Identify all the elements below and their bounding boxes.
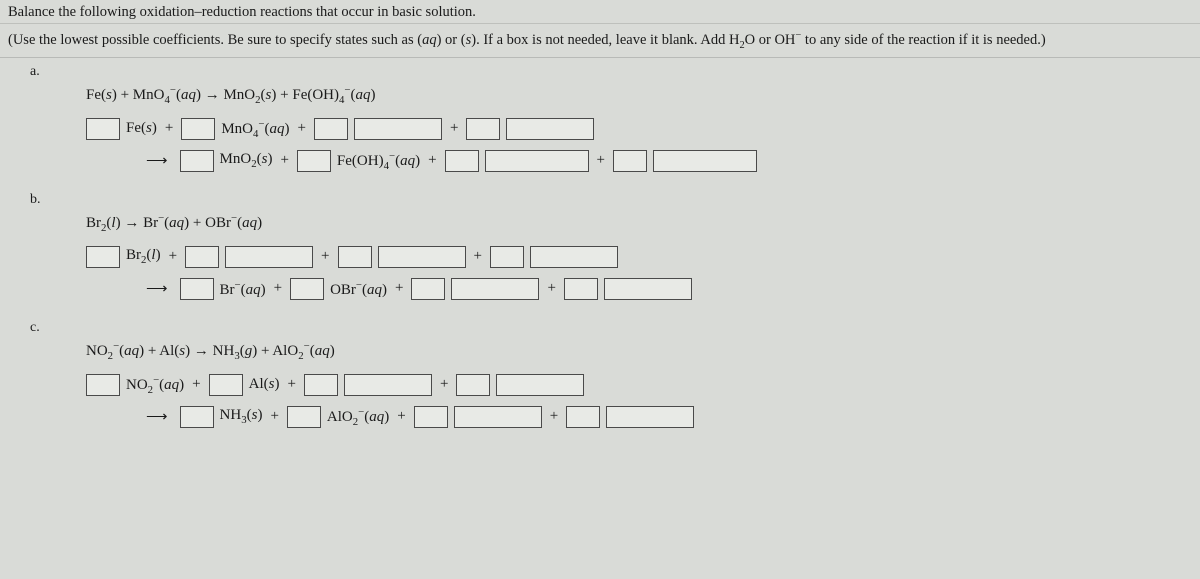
coeff-input[interactable] xyxy=(180,278,214,300)
plus: + xyxy=(295,120,307,137)
text: O or OH xyxy=(745,32,796,48)
plus: + xyxy=(278,152,290,169)
coeff-input[interactable] xyxy=(180,406,214,428)
part-b-label: b. xyxy=(30,192,1200,208)
species-nh3: NH3(s) xyxy=(220,407,263,426)
italic-aq: aq xyxy=(422,32,437,48)
part-b-reactants-row: Br2(l) + + + xyxy=(86,246,1200,268)
part-b-products-row: ⟶ Br−(aq) + OBr−(aq) + + xyxy=(140,278,1200,300)
plus: + xyxy=(319,248,331,265)
species-input[interactable] xyxy=(454,406,542,428)
plus: + xyxy=(426,152,438,169)
text: to any side of the reaction if it is nee… xyxy=(801,32,1045,48)
coeff-input[interactable] xyxy=(86,246,120,268)
arrow-icon: ⟶ xyxy=(140,407,174,426)
part-b-body: Br2(l) → Br−(aq) + OBr−(aq) Br2(l) + + +… xyxy=(30,212,1200,300)
arrow-icon: ⟶ xyxy=(140,151,174,170)
species-br2: Br2(l) xyxy=(126,247,161,266)
br2: Br2(l) → Br−(aq) + OBr−(aq) xyxy=(86,215,262,231)
plus: + xyxy=(472,248,484,265)
coeff-input[interactable] xyxy=(314,118,348,140)
species-input[interactable] xyxy=(606,406,694,428)
part-b-unbalanced: Br2(l) → Br−(aq) + OBr−(aq) xyxy=(86,212,1200,234)
part-c-products-row: ⟶ NH3(s) + AlO2−(aq) + + xyxy=(140,406,1200,428)
worksheet-page: Balance the following oxidation–reductio… xyxy=(0,0,1200,579)
coeff-input[interactable] xyxy=(287,406,321,428)
part-c: c. NO2−(aq) + Al(s) → NH3(g) + AlO2−(aq)… xyxy=(0,314,1200,442)
part-a: a. Fe(s) + MnO4−(aq) → MnO2(s) + Fe(OH)4… xyxy=(0,58,1200,186)
arrow-icon: ⟶ xyxy=(140,279,174,298)
coeff-input[interactable] xyxy=(338,246,372,268)
part-c-reactants-row: NO2−(aq) + Al(s) + + xyxy=(86,374,1200,396)
coeff-input[interactable] xyxy=(290,278,324,300)
coeff-input[interactable] xyxy=(490,246,524,268)
fe-s: Fe(s) + MnO4−(aq) → MnO2(s) + Fe(OH)4−(a… xyxy=(86,87,376,103)
part-c-unbalanced: NO2−(aq) + Al(s) → NH3(g) + AlO2−(aq) xyxy=(86,340,1200,362)
text: ). If a box is not needed, leave it blan… xyxy=(471,32,739,48)
plus: + xyxy=(393,280,405,297)
coeff-input[interactable] xyxy=(613,150,647,172)
part-b: b. Br2(l) → Br−(aq) + OBr−(aq) Br2(l) + … xyxy=(0,186,1200,314)
species-mno2: MnO2(s) xyxy=(220,151,273,170)
text: ) or ( xyxy=(437,32,466,48)
species-no2: NO2−(aq) xyxy=(126,374,184,396)
species-input[interactable] xyxy=(354,118,442,140)
coeff-input[interactable] xyxy=(185,246,219,268)
species-input[interactable] xyxy=(378,246,466,268)
coeff-input[interactable] xyxy=(209,374,243,396)
coeff-input[interactable] xyxy=(456,374,490,396)
species-input[interactable] xyxy=(496,374,584,396)
species-obr: OBr−(aq) xyxy=(330,279,387,299)
coeff-input[interactable] xyxy=(180,150,214,172)
species-input[interactable] xyxy=(604,278,692,300)
part-a-products-row: ⟶ MnO2(s) + Fe(OH)4−(aq) + + xyxy=(140,150,1200,172)
species-input[interactable] xyxy=(344,374,432,396)
coeff-input[interactable] xyxy=(466,118,500,140)
plus: + xyxy=(285,376,297,393)
plus: + xyxy=(595,152,607,169)
species-al: Al(s) xyxy=(249,376,280,393)
species-input[interactable] xyxy=(653,150,757,172)
coeff-input[interactable] xyxy=(304,374,338,396)
species-input[interactable] xyxy=(530,246,618,268)
instructions-line-2: (Use the lowest possible coefficients. B… xyxy=(0,24,1200,58)
part-c-body: NO2−(aq) + Al(s) → NH3(g) + AlO2−(aq) NO… xyxy=(30,340,1200,428)
part-a-unbalanced: Fe(s) + MnO4−(aq) → MnO2(s) + Fe(OH)4−(a… xyxy=(86,84,1200,106)
plus: + xyxy=(163,120,175,137)
coeff-input[interactable] xyxy=(86,374,120,396)
instructions-line-1: Balance the following oxidation–reductio… xyxy=(0,0,1200,24)
species-feoh4: Fe(OH)4−(aq) xyxy=(337,150,420,172)
plus: + xyxy=(190,376,202,393)
text: (Use the lowest possible coefficients. B… xyxy=(8,32,422,48)
coeff-input[interactable] xyxy=(86,118,120,140)
plus: + xyxy=(167,248,179,265)
species-alo2: AlO2−(aq) xyxy=(327,406,389,428)
plus: + xyxy=(548,408,560,425)
part-a-label: a. xyxy=(30,64,1200,80)
plus: + xyxy=(268,408,280,425)
species-input[interactable] xyxy=(225,246,313,268)
plus: + xyxy=(448,120,460,137)
species-mno4: MnO4−(aq) xyxy=(221,118,289,140)
plus: + xyxy=(272,280,284,297)
part-a-body: Fe(s) + MnO4−(aq) → MnO2(s) + Fe(OH)4−(a… xyxy=(30,84,1200,172)
coeff-input[interactable] xyxy=(411,278,445,300)
part-c-label: c. xyxy=(30,320,1200,336)
plus: + xyxy=(545,280,557,297)
species-input[interactable] xyxy=(506,118,594,140)
species-input[interactable] xyxy=(451,278,539,300)
part-a-reactants-row: Fe(s) + MnO4−(aq) + + xyxy=(86,118,1200,140)
species-br: Br−(aq) xyxy=(220,279,266,299)
coeff-input[interactable] xyxy=(566,406,600,428)
species-input[interactable] xyxy=(485,150,589,172)
coeff-input[interactable] xyxy=(297,150,331,172)
plus: + xyxy=(438,376,450,393)
plus: + xyxy=(395,408,407,425)
coeff-input[interactable] xyxy=(181,118,215,140)
coeff-input[interactable] xyxy=(564,278,598,300)
eq: NO2−(aq) + Al(s) → NH3(g) + AlO2−(aq) xyxy=(86,343,335,359)
coeff-input[interactable] xyxy=(445,150,479,172)
coeff-input[interactable] xyxy=(414,406,448,428)
species-fe: Fe(s) xyxy=(126,120,157,137)
